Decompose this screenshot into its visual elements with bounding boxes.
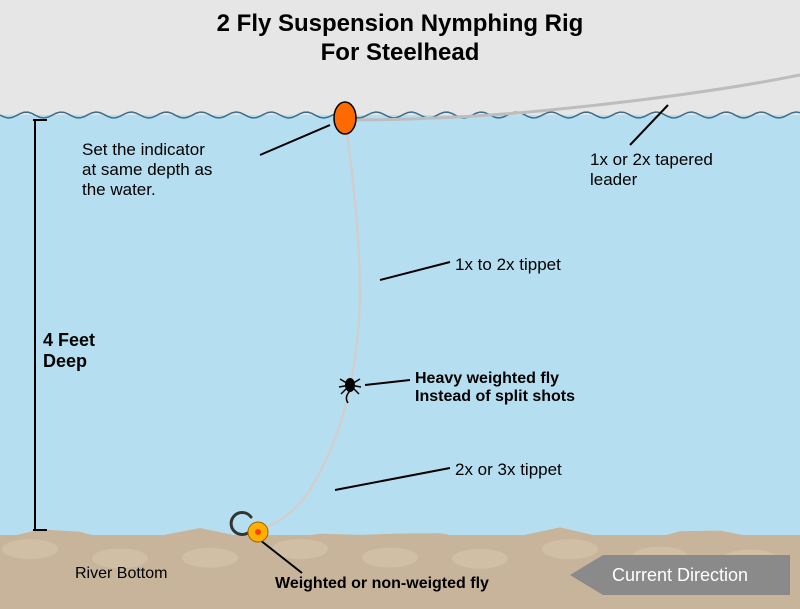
current-direction-arrow: Current Direction (570, 555, 790, 595)
label-depth: 4 FeetDeep (43, 330, 95, 372)
label-river-bottom: River Bottom (75, 565, 167, 583)
current-direction-text: Current Direction (612, 565, 748, 586)
title-line-2: For Steelhead (321, 39, 480, 66)
label-bottom-fly: Weighted or non-weigted fly (275, 575, 489, 593)
title-line-1: 2 Fly Suspension Nymphing Rig (217, 10, 584, 37)
diagram-title: 2 Fly Suspension Nymphing Rig For Steelh… (0, 10, 800, 68)
label-heavy-fly: Heavy weighted flyInstead of split shots (415, 370, 575, 406)
label-indicator: Set the indicatorat same depth asthe wat… (82, 140, 212, 200)
label-tippet-lower: 2x or 3x tippet (455, 460, 562, 480)
label-tippet-upper: 1x to 2x tippet (455, 255, 561, 275)
label-leader: 1x or 2x taperedleader (590, 150, 713, 190)
